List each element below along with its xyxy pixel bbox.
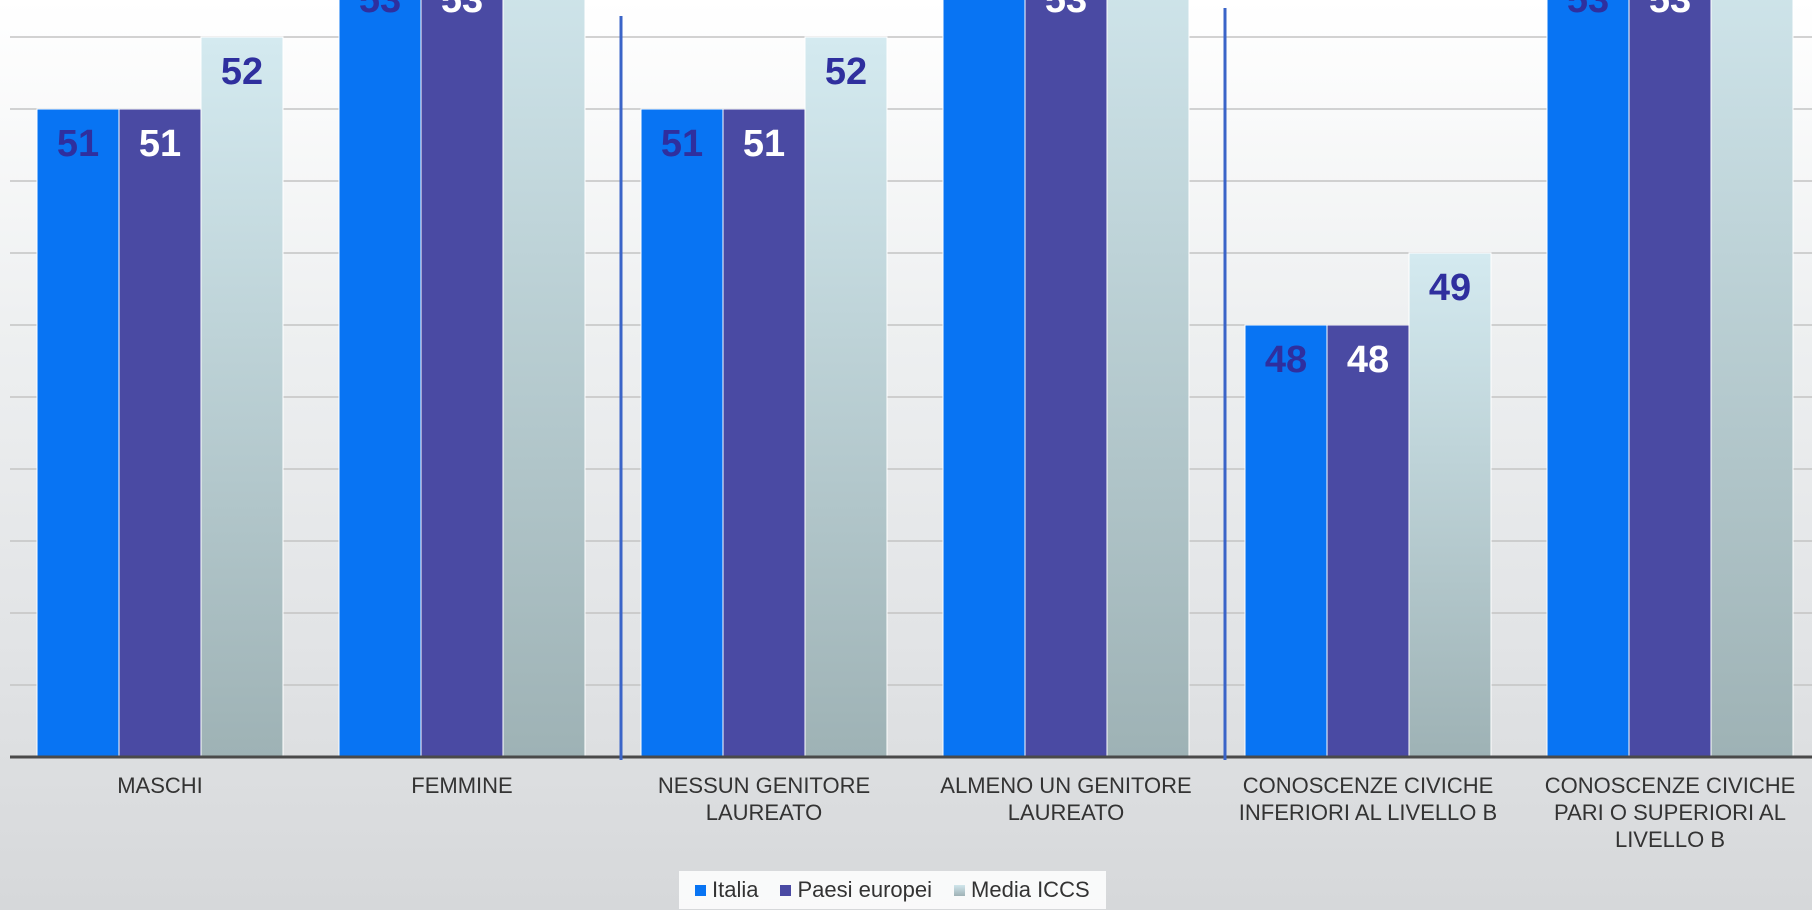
legend: Italia Paesi europei Media ICCS: [679, 871, 1106, 909]
bar-paesi-europei-2: [722, 108, 806, 758]
bar-italia-4: [1244, 324, 1328, 758]
bar-media-iccs-1: [502, 0, 586, 758]
data-label: 53: [441, 0, 483, 21]
legend-swatch-media-iccs: [954, 884, 966, 896]
data-label: 49: [1429, 267, 1471, 309]
data-label: 51: [57, 123, 99, 165]
category-label: CONOSCENZE CIVICHE PARI O SUPERIORI AL LIV…: [1545, 773, 1796, 852]
bar-media-iccs-5: [1710, 0, 1794, 758]
category-label: NESSUN GENITORE LAUREATO: [658, 773, 870, 825]
bar-media-iccs-4: [1408, 252, 1492, 758]
category-label: ALMENO UN GENITORE LAUREATO: [940, 773, 1191, 825]
data-label: 53: [1045, 0, 1087, 21]
bar-paesi-europei-1: [420, 0, 504, 758]
data-label: 53: [1649, 0, 1691, 21]
bar-italia-5: [1546, 0, 1630, 758]
data-label: 52: [825, 51, 867, 93]
legend-item-italia: Italia: [695, 877, 758, 903]
legend-label-media-iccs: Media ICCS: [971, 877, 1090, 902]
legend-item-media-iccs: Media ICCS: [954, 877, 1090, 903]
bar-chart: 515152535354515152545354484849535354 MAS…: [10, 0, 1812, 852]
data-label: 48: [1265, 339, 1307, 381]
bar-paesi-europei-4: [1326, 324, 1410, 758]
legend-item-paesi-europei: Paesi europei: [780, 877, 932, 903]
data-label: 51: [661, 123, 703, 165]
legend-label-paesi-europei: Paesi europei: [797, 877, 933, 902]
bar-media-iccs-0: [200, 36, 284, 758]
bar-media-iccs-2: [804, 36, 888, 758]
category-label: CONOSCENZE CIVICHE INFERIORI AL LIVELLO B: [1239, 773, 1497, 825]
data-label: 53: [359, 0, 401, 21]
bar-paesi-europei-5: [1628, 0, 1712, 758]
bar-paesi-europei-3: [1024, 0, 1108, 758]
data-label: 52: [221, 51, 263, 93]
legend-swatch-paesi-europei: [780, 884, 792, 896]
bar-italia-0: [36, 108, 120, 758]
category-label: MASCHI: [117, 773, 203, 798]
legend-swatch-italia: [695, 884, 706, 896]
bar-italia-3: [942, 0, 1026, 758]
bar-media-iccs-3: [1106, 0, 1190, 758]
legend-label-italia: Italia: [712, 877, 759, 902]
category-label: FEMMINE: [411, 773, 512, 798]
bar-italia-2: [640, 108, 724, 758]
bar-italia-1: [338, 0, 422, 758]
data-label: 48: [1347, 339, 1389, 381]
bar-paesi-europei-0: [118, 108, 202, 758]
data-label: 51: [139, 123, 181, 165]
data-label: 53: [1567, 0, 1609, 21]
data-label: 51: [743, 123, 785, 165]
